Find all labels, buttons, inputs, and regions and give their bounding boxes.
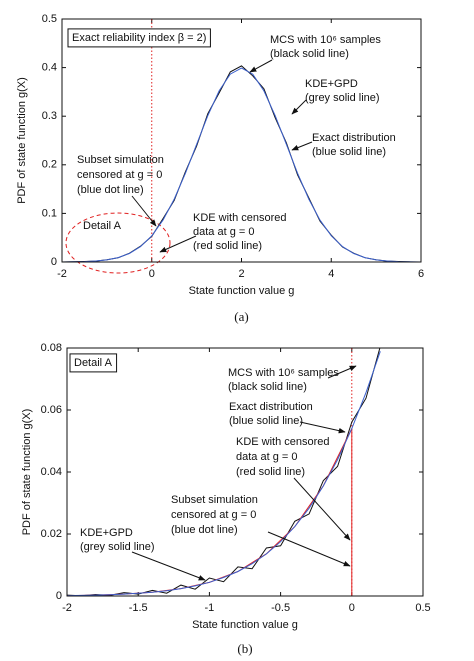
annotation: censored at g = 0 (77, 169, 162, 181)
x-tick-label: 0.5 (415, 602, 430, 614)
annotation: (blue dot line) (171, 524, 238, 536)
x-tick-label: 0 (149, 268, 155, 280)
annotation: (red solid line) (236, 466, 305, 478)
annotation: Exact distribution (312, 132, 396, 144)
x-tick-label: 2 (238, 268, 244, 280)
annotation: censored at g = 0 (171, 509, 256, 521)
annotation-arrow (267, 531, 351, 567)
annotation: (blue dot line) (77, 184, 144, 196)
plot-frame (66, 347, 424, 597)
x-tick-label: -0.5 (271, 602, 290, 614)
series-line (67, 351, 381, 596)
y-tick-label: 0.1 (42, 207, 57, 219)
y-tick-label: 0.2 (42, 159, 57, 171)
annotation: KDE with censored (193, 212, 287, 224)
annotation: Detail A (83, 220, 122, 232)
y-tick-label: 0.06 (41, 404, 62, 416)
annotation: KDE+GPD (305, 78, 358, 90)
annotation-arrow (249, 59, 273, 73)
annotation-arrow (291, 99, 307, 115)
annotation: Subset simulation (77, 154, 164, 166)
annotation: (red solid line) (193, 240, 262, 252)
x-tick-label: -2 (62, 602, 72, 614)
x-tick-label: 6 (418, 268, 424, 280)
x-axis-label: State function value g (189, 285, 295, 297)
x-axis-label: State function value g (192, 619, 298, 631)
annotation-arrow (131, 551, 206, 581)
annotation: (grey solid line) (80, 541, 155, 553)
x-tick-label: 0 (349, 602, 355, 614)
series-line (62, 67, 421, 262)
annotation: MCS with 10⁶ samples (228, 367, 339, 379)
x-tick-label: -1 (205, 602, 215, 614)
annotation-box (67, 28, 211, 48)
annotation: data at g = 0 (236, 451, 297, 463)
y-tick-label: 0 (56, 590, 62, 602)
annotation: Exact distribution (229, 401, 313, 413)
y-tick-label: 0.02 (41, 528, 62, 540)
annotation: data at g = 0 (193, 226, 254, 238)
detail-ellipse (65, 212, 171, 274)
y-axis-label: PDF of state function g(X) (21, 409, 33, 536)
series-line (67, 348, 381, 596)
x-tick-label: -2 (57, 268, 67, 280)
caption: (b) (237, 641, 252, 656)
annotation-arrow (159, 235, 197, 253)
y-tick-label: 0 (51, 256, 57, 268)
annotation: KDE with censored (236, 436, 330, 448)
annotation: (blue solid line) (229, 415, 303, 427)
y-tick-label: 0.3 (42, 110, 57, 122)
annotation-box (69, 353, 118, 373)
annotation: (black solid line) (228, 381, 307, 393)
y-tick-label: 0.4 (42, 62, 57, 74)
annotation-arrow (299, 421, 346, 434)
annotation: (blue solid line) (312, 146, 386, 158)
annotation: Exact reliability index β = 2) (72, 32, 206, 44)
annotation: (black solid line) (270, 48, 349, 60)
plot-frame (61, 18, 422, 263)
annotation: KDE+GPD (80, 527, 133, 539)
annotation-arrow (291, 141, 313, 151)
annotation: Subset simulation (171, 494, 258, 506)
y-axis-label: PDF of state function g(X) (16, 77, 28, 204)
x-tick-label: -1.5 (129, 602, 148, 614)
annotation-arrow (293, 477, 351, 541)
x-tick-label: 4 (328, 268, 334, 280)
y-tick-label: 0.5 (42, 13, 57, 25)
caption: (a) (234, 309, 248, 324)
annotation-arrow (131, 195, 157, 227)
annotation: Detail A (74, 357, 113, 369)
annotation: MCS with 10⁶ samples (270, 34, 381, 46)
annotation: (grey solid line) (305, 92, 380, 104)
annotation-arrow (327, 365, 357, 379)
y-tick-label: 0.04 (41, 466, 62, 478)
y-tick-label: 0.08 (41, 342, 62, 354)
